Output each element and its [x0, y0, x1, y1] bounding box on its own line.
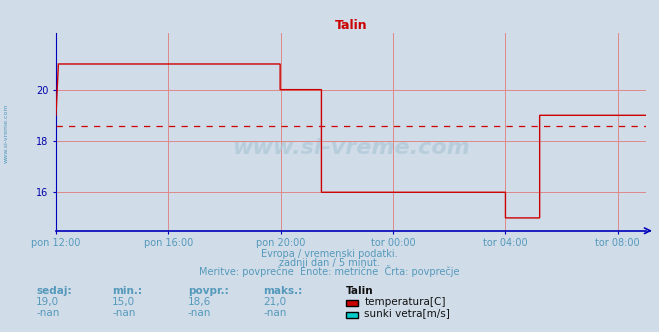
- Text: 21,0: 21,0: [264, 297, 287, 307]
- Text: 18,6: 18,6: [188, 297, 211, 307]
- Text: min.:: min.:: [112, 286, 142, 296]
- Text: povpr.:: povpr.:: [188, 286, 229, 296]
- Text: -nan: -nan: [112, 308, 135, 318]
- Text: www.si-vreme.com: www.si-vreme.com: [232, 138, 470, 158]
- Text: 15,0: 15,0: [112, 297, 135, 307]
- Text: -nan: -nan: [36, 308, 59, 318]
- Title: Talin: Talin: [335, 19, 367, 32]
- Text: zadnji dan / 5 minut.: zadnji dan / 5 minut.: [279, 258, 380, 268]
- Text: Talin: Talin: [346, 286, 374, 296]
- Text: -nan: -nan: [188, 308, 211, 318]
- Text: Evropa / vremenski podatki.: Evropa / vremenski podatki.: [261, 249, 398, 259]
- Text: Meritve: povprečne  Enote: metrične  Črta: povprečje: Meritve: povprečne Enote: metrične Črta:…: [199, 265, 460, 277]
- Text: sedaj:: sedaj:: [36, 286, 72, 296]
- Text: maks.:: maks.:: [264, 286, 303, 296]
- Text: temperatura[C]: temperatura[C]: [364, 297, 446, 307]
- Text: sunki vetra[m/s]: sunki vetra[m/s]: [364, 308, 450, 318]
- Text: -nan: -nan: [264, 308, 287, 318]
- Text: 19,0: 19,0: [36, 297, 59, 307]
- Text: www.si-vreme.com: www.si-vreme.com: [3, 103, 9, 163]
